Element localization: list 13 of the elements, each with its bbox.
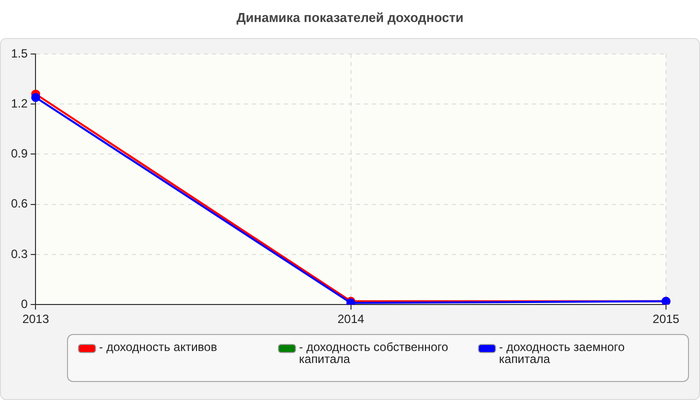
legend-label: - доходность активов — [99, 340, 218, 354]
y-tick-label: 0.3 — [10, 246, 28, 261]
legend-label: - доходность собственного капитала — [299, 340, 449, 366]
chart-title: Динамика показателей доходности — [235, 10, 465, 25]
y-tick-label: 1.2 — [10, 96, 28, 110]
legend-label: - доходность заемного капитала — [499, 340, 626, 366]
y-tick-label: 0 — [20, 296, 28, 311]
y-tick-label: 0.6 — [10, 196, 28, 211]
x-tick-label: 2015 — [652, 312, 680, 326]
x-tick-label: 2014 — [337, 312, 365, 326]
y-tick-label: 1.5 — [10, 46, 28, 60]
x-tick-label: 2013 — [22, 312, 50, 326]
y-tick-label: 0.9 — [10, 146, 28, 161]
